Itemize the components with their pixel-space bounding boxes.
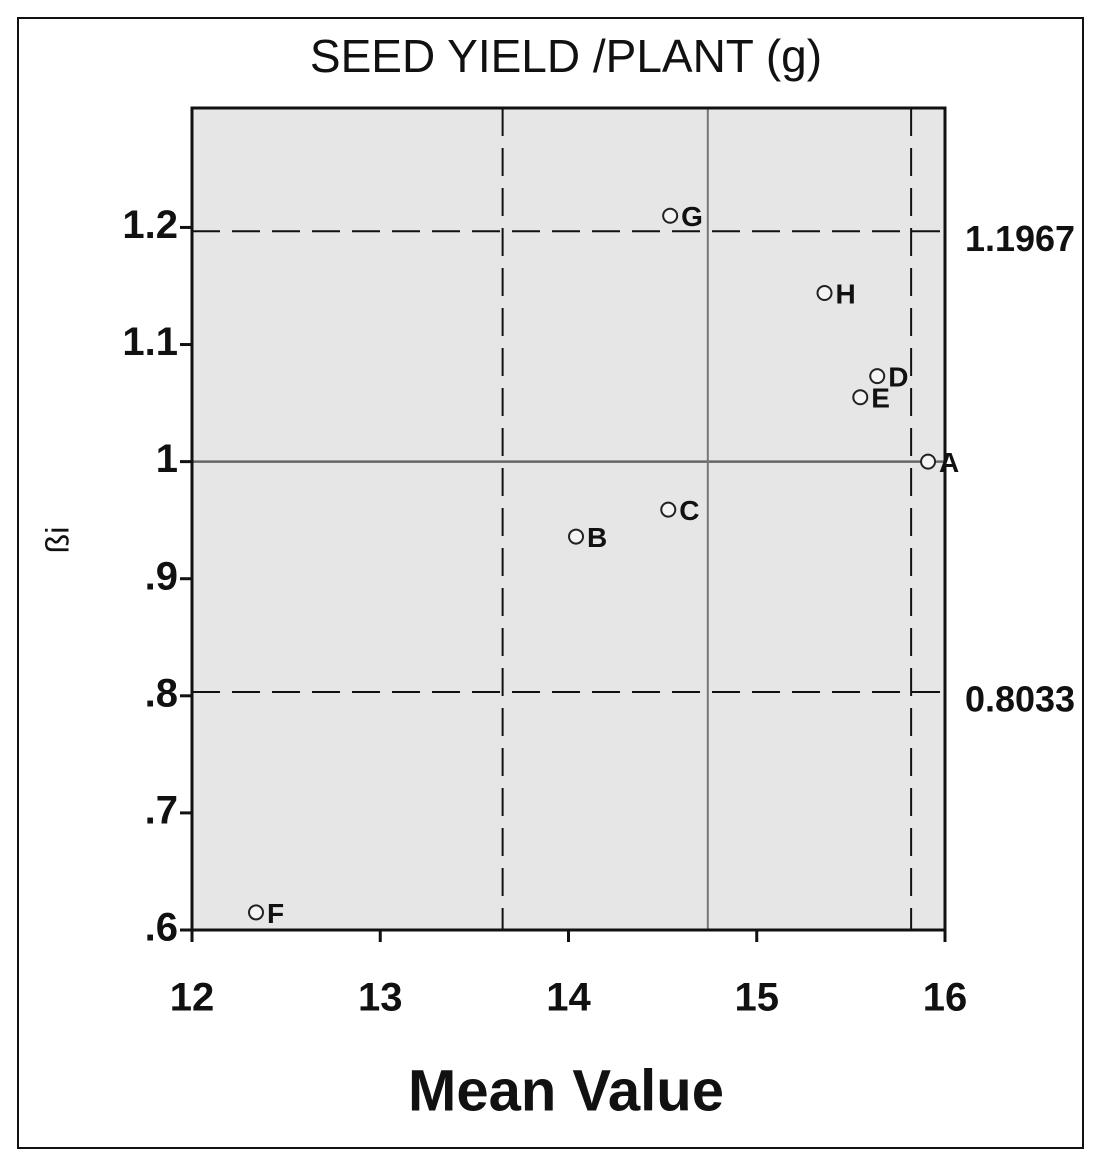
y-tick-label: .8	[145, 671, 178, 715]
point	[568, 528, 585, 545]
x-tick-label: 12	[170, 976, 215, 1020]
point-label: C	[679, 495, 699, 526]
x-tick-label: 15	[735, 976, 780, 1020]
ref-label: 0.8033	[965, 678, 1075, 719]
point-label: F	[267, 898, 284, 929]
y-tick-label: .6	[145, 906, 178, 950]
point	[852, 389, 869, 406]
y-tick-label: 1.2	[122, 203, 178, 247]
plot-area	[192, 108, 945, 930]
point-label: H	[836, 278, 856, 309]
point-label: D	[888, 362, 908, 393]
y-tick-label: .7	[145, 788, 178, 832]
point	[920, 453, 937, 470]
x-tick-label: 16	[923, 976, 968, 1020]
x-tick-label: 14	[546, 976, 591, 1020]
point	[662, 207, 679, 224]
point-label: G	[681, 201, 703, 232]
y-tick-label: .9	[145, 554, 178, 598]
point	[248, 904, 265, 921]
ref-label: 1.1967	[965, 218, 1075, 259]
point-label: A	[939, 447, 959, 478]
point	[869, 368, 886, 385]
x-axis-label: Mean Value	[408, 1058, 724, 1123]
point-label: B	[587, 522, 607, 553]
y-tick-label: 1	[156, 437, 178, 481]
y-tick-label: 1.1	[122, 320, 178, 364]
point-label: E	[871, 383, 890, 414]
point	[660, 501, 677, 518]
x-tick-label: 13	[358, 976, 403, 1020]
point	[816, 285, 833, 302]
frame	[17, 17, 1084, 1149]
chart-title: SEED YIELD /PLANT (g)	[310, 30, 822, 82]
y-axis-label: ßi	[39, 527, 75, 554]
